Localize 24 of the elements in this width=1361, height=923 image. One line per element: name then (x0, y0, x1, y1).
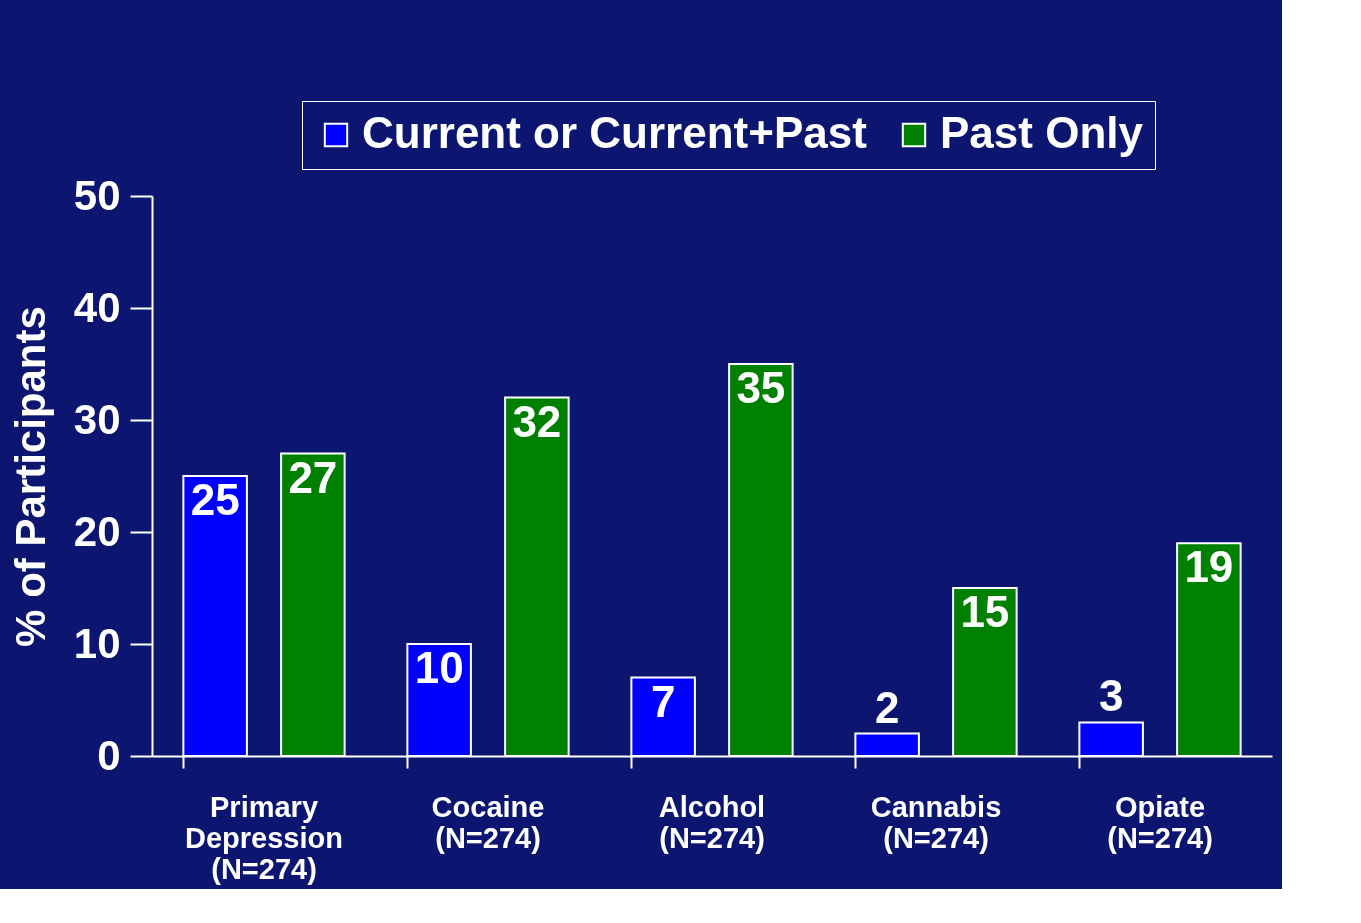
data-label: 19 (1184, 542, 1234, 592)
data-label: 25 (190, 475, 240, 524)
x-tick-label: Cocaine (N=274) (431, 790, 545, 854)
data-label: 35 (736, 363, 786, 412)
data-label: 7 (650, 676, 676, 726)
y-tick-label: 40 (73, 283, 121, 331)
data-label: 27 (288, 452, 338, 502)
y-tick-label: 10 (73, 619, 121, 667)
data-label: 2 (874, 682, 900, 732)
y-axis-title: % of Participants (6, 306, 54, 647)
data-label: 15 (960, 587, 1010, 636)
y-tick-label: 20 (73, 507, 121, 555)
legend-label: Past Only (940, 108, 1144, 157)
legend-label: Current or Current+Past (362, 108, 868, 157)
y-tick-label: 0 (97, 731, 121, 779)
y-tick-label: 50 (73, 171, 121, 219)
data-label: 32 (512, 396, 562, 446)
x-tick-label: Primary Depression (N=274) (185, 790, 343, 885)
x-tick-label: Cannabis (N=274) (870, 790, 1002, 854)
data-label: 10 (414, 643, 464, 692)
x-tick-label: Alcohol (N=274) (658, 790, 766, 854)
data-label: 3 (1098, 671, 1124, 721)
y-tick-label: 30 (73, 395, 121, 443)
x-tick-label: Opiate (N=274) (1107, 790, 1213, 854)
